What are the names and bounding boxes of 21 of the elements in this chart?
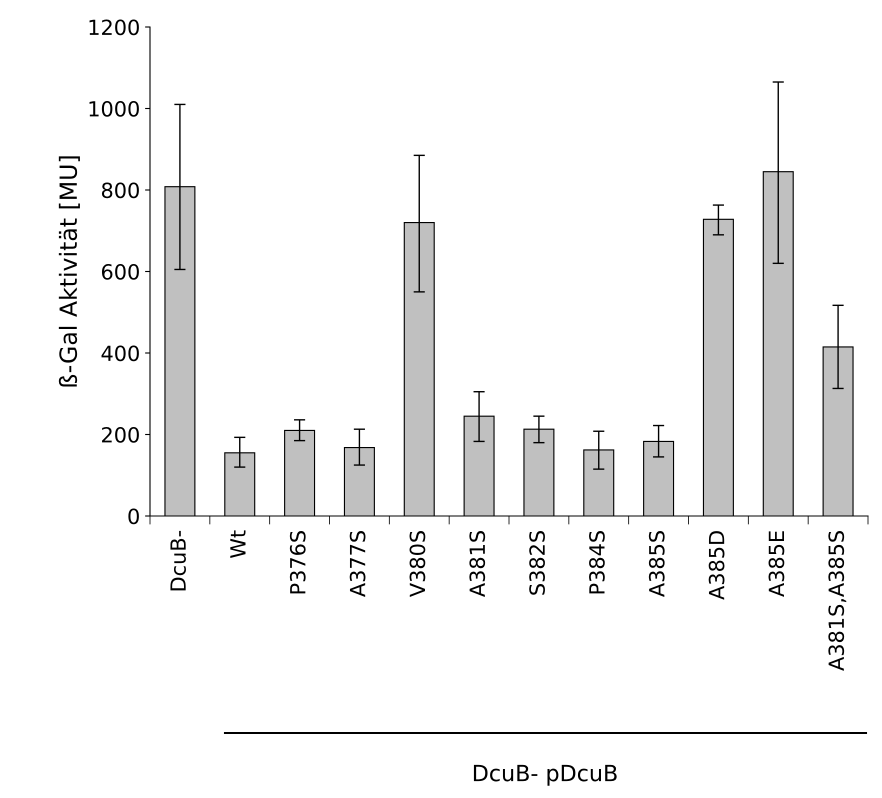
y-tick-label: 1200 <box>90 19 139 36</box>
y-tick-label: 400 <box>102 345 139 362</box>
x-tick-label: P384S <box>589 531 605 594</box>
text: DcuB- pDcuB <box>474 764 617 786</box>
y-tick-label: 0 <box>128 508 139 524</box>
x-tick-label: A377S <box>350 531 366 597</box>
x-tick-label: S382S <box>529 531 545 595</box>
x-tick-label: DcuB- <box>170 530 186 590</box>
x-tick-label: A381S <box>469 531 486 597</box>
y-tick-label: 200 <box>102 426 139 443</box>
y-tick-label: 1000 <box>90 100 139 117</box>
x-tick-label: A385D <box>708 531 724 600</box>
x-tick-label: P376S <box>290 531 306 594</box>
x-tick-label: A381S,A385S <box>828 531 846 671</box>
x-tick-label: A385E <box>768 531 784 597</box>
y-tick-label: 600 <box>102 264 139 280</box>
x-tick-label: Wt <box>230 530 246 558</box>
y-tick-label: 800 <box>102 182 139 198</box>
y-axis-title: ß-Gal Aktivität [MU] <box>58 156 80 386</box>
x-tick-label: V380S <box>410 531 426 597</box>
x-tick-label: A385S <box>648 531 665 597</box>
